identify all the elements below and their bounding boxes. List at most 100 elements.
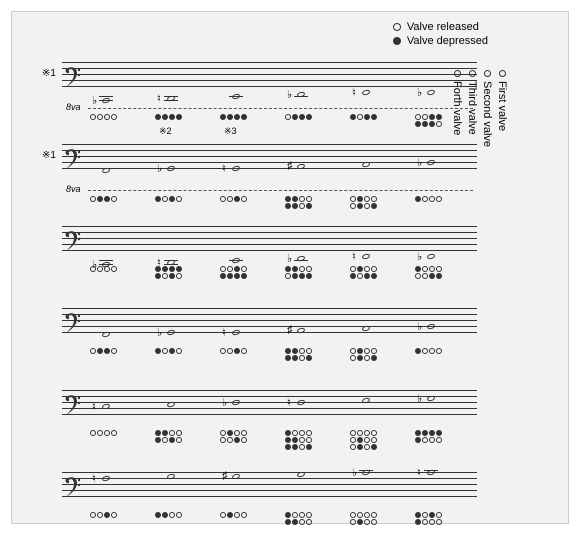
staff-line <box>62 314 477 315</box>
staff-line <box>62 144 477 145</box>
valve-released-icon <box>285 273 291 279</box>
fingering-row <box>415 114 442 120</box>
valve-depressed-icon <box>155 437 161 443</box>
valve-released-icon <box>111 196 117 202</box>
staff-line <box>62 150 477 151</box>
fingering-column <box>220 512 247 518</box>
valve-released-icon <box>227 266 233 272</box>
valve-depressed-icon <box>371 114 377 120</box>
fingering-row <box>155 273 182 279</box>
ottava-label: 8va <box>66 102 81 112</box>
fingering-row <box>350 196 377 202</box>
valve-depressed-icon <box>227 430 233 436</box>
valve-depressed-icon <box>306 273 312 279</box>
accidental: ♭ <box>287 88 292 101</box>
staff-line <box>62 232 477 233</box>
accidental: ♭ <box>287 252 292 265</box>
valve-released-icon <box>357 273 363 279</box>
note <box>426 253 435 260</box>
valve-depressed-icon <box>415 121 421 127</box>
valve-released-icon <box>299 430 305 436</box>
valve-released-icon <box>422 519 428 525</box>
staff-line <box>62 238 477 239</box>
note <box>361 89 370 96</box>
fingering-row <box>155 114 182 120</box>
valve-depressed-icon <box>415 437 421 443</box>
fingering-row <box>350 266 377 272</box>
valve-depressed-icon <box>227 273 233 279</box>
valve-depressed-icon <box>371 273 377 279</box>
valve-released-icon <box>371 519 377 525</box>
valve-released-icon <box>220 437 226 443</box>
valve-depressed-icon <box>292 348 298 354</box>
fingering-row <box>350 355 377 361</box>
valve-depressed-icon <box>292 355 298 361</box>
accidental: ♮ <box>222 326 226 339</box>
fingering-column <box>285 512 312 525</box>
fingering-row <box>90 196 117 202</box>
valve-depressed-icon <box>292 519 298 525</box>
fingering-block <box>62 266 477 292</box>
fingering-row <box>415 196 442 202</box>
fingering-column <box>220 348 247 354</box>
valve-depressed-icon <box>169 437 175 443</box>
valve-depressed-icon <box>155 512 161 518</box>
fingering-row <box>285 273 312 279</box>
accidental: ♮ <box>222 162 226 175</box>
fingering-block <box>62 114 477 140</box>
valve-depressed-icon <box>285 203 291 209</box>
valve-released-icon <box>306 512 312 518</box>
valve-depressed-icon <box>422 430 428 436</box>
fingering-column <box>155 430 182 443</box>
valve-depressed-icon <box>357 519 363 525</box>
clef <box>64 62 82 95</box>
valve-released-icon <box>306 430 312 436</box>
valve-depressed-icon <box>357 355 363 361</box>
note <box>101 475 110 482</box>
circle-filled-icon <box>393 37 401 45</box>
valve-released-icon <box>364 430 370 436</box>
accidental: ♯ <box>287 324 293 336</box>
valve-depressed-icon <box>292 437 298 443</box>
legend: Valve released Valve depressed <box>393 20 488 48</box>
valve-depressed-icon <box>162 512 168 518</box>
note <box>101 97 110 104</box>
valve-released-icon <box>364 444 370 450</box>
fingering-row <box>285 519 312 525</box>
valve-depressed-icon <box>176 266 182 272</box>
accidental: ♯ <box>287 160 293 172</box>
note <box>426 395 435 402</box>
fingering-row <box>155 266 182 272</box>
fingering-row <box>350 273 377 279</box>
valve-depressed-icon <box>155 430 161 436</box>
valve-depressed-icon <box>234 196 240 202</box>
valve-depressed-icon <box>162 114 168 120</box>
valve-released-icon <box>436 519 442 525</box>
fingering-column <box>90 114 117 120</box>
staff: ♭♮♯♭ <box>62 144 477 176</box>
valve-released-icon <box>176 512 182 518</box>
valve-depressed-icon <box>292 266 298 272</box>
bass-clef-icon <box>64 62 82 90</box>
valve-released-icon <box>415 114 421 120</box>
valve-depressed-icon <box>436 430 442 436</box>
fingering-column <box>285 348 312 361</box>
valve-released-icon <box>364 348 370 354</box>
fingering-row <box>415 519 442 525</box>
valve-released-icon <box>436 348 442 354</box>
valve-depressed-icon <box>162 266 168 272</box>
valve-depressed-icon <box>415 512 421 518</box>
fingering-row <box>220 512 247 518</box>
fingering-row <box>285 266 312 272</box>
valve-released-icon <box>422 114 428 120</box>
fingering-column <box>285 266 312 279</box>
note <box>231 329 240 336</box>
valve-depressed-icon <box>306 444 312 450</box>
valve-depressed-icon <box>285 519 291 525</box>
staff-line <box>62 496 477 497</box>
valve-released-icon <box>292 430 298 436</box>
valve-depressed-icon <box>429 512 435 518</box>
valve-released-icon <box>364 266 370 272</box>
bass-clef-icon <box>64 472 82 500</box>
fingering-block <box>62 196 477 222</box>
